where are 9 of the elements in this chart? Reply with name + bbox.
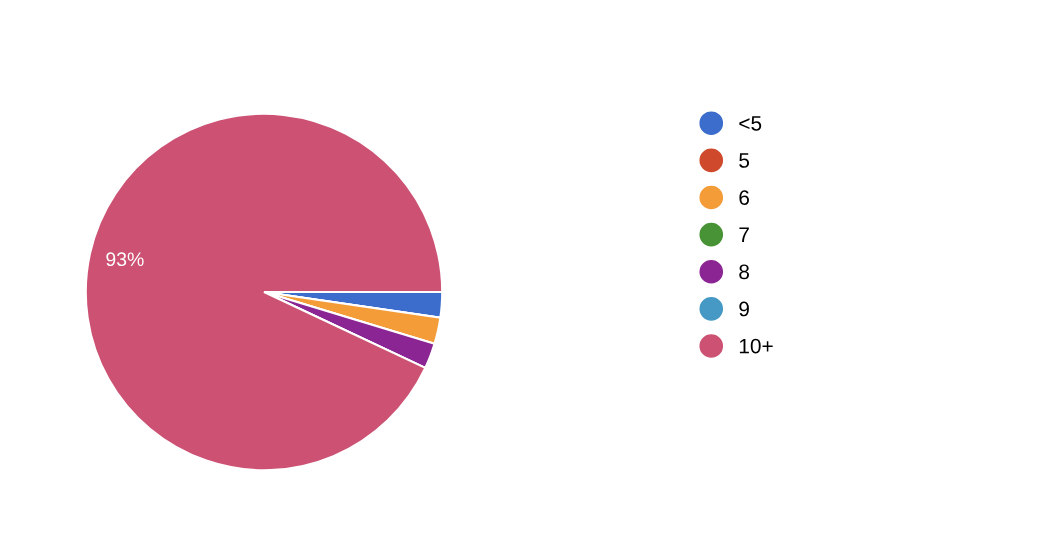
legend-label: <5 [739, 116, 762, 131]
legend-label: 8 [739, 264, 750, 280]
data-label: 93% [106, 252, 144, 267]
legend-label: 7 [739, 227, 749, 242]
legend-label: 6 [739, 190, 749, 205]
pie-slice [84, 112, 444, 472]
legend-label: 5 [739, 153, 750, 168]
legend-label: 9 [739, 301, 749, 317]
legend-label: 10+ [739, 338, 773, 354]
